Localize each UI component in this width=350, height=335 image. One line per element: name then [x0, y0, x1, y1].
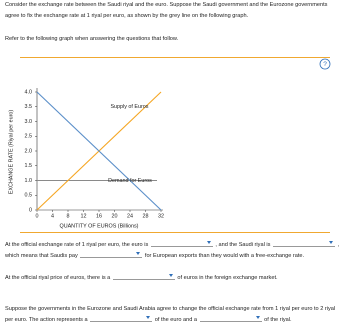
x-tick-label: 28 — [143, 213, 149, 219]
dropdown[interactable] — [80, 251, 143, 258]
question-2: At the official riyal price of euros, th… — [5, 273, 343, 284]
x-tick-label: 0 — [36, 213, 39, 219]
help-icon[interactable] — [319, 58, 331, 70]
x-axis-title: QUANTITY OF EUROS (Billions) — [60, 223, 139, 229]
question-text: At the official riyal price of euros, th… — [5, 275, 111, 281]
series-label: Supply of Euros — [110, 104, 148, 110]
question-text: of the riyal. — [264, 317, 292, 323]
question-text: for European exports than they would wit… — [144, 253, 305, 259]
y-axis-title: EXCHANGE RATE (Riyal per euro) — [8, 110, 14, 195]
y-tick-label: 1.5 — [25, 163, 33, 169]
y-tick-label: 0.5 — [25, 193, 33, 199]
y-tick-label: 0 — [29, 207, 32, 213]
y-tick-label: 4.0 — [25, 89, 33, 95]
question-3: Suppose the governments in the Eurozone … — [5, 304, 343, 326]
question-text: Suppose the governments in the Eurozone … — [5, 306, 336, 323]
x-tick-label: 4 — [51, 213, 54, 219]
y-tick-label: 3.0 — [25, 119, 33, 125]
question-text: , which means that Saudis pay — [5, 242, 340, 259]
dropdown[interactable] — [272, 240, 335, 247]
x-tick-label: 8 — [67, 213, 70, 219]
question-text: of euros in the foreign exchange market. — [177, 275, 278, 281]
question-text: , and the Saudi riyal is — [215, 242, 271, 248]
question-1: At the official exchange rate of 1 riyal… — [5, 240, 343, 262]
question-text: of the euro and a — [154, 317, 198, 323]
y-tick-label: 1.0 — [25, 178, 33, 184]
x-tick-label: 32 — [158, 213, 164, 219]
dropdown[interactable] — [90, 315, 153, 322]
x-tick-label: 16 — [96, 213, 102, 219]
x-tick-label: 24 — [127, 213, 133, 219]
dropdown[interactable] — [112, 273, 175, 280]
help-icon-glyph: ? — [323, 61, 327, 68]
x-tick-label: 20 — [112, 213, 118, 219]
y-tick-label: 3.5 — [25, 104, 33, 110]
intro: Consider the exchange rate between the S… — [5, 2, 328, 19]
series-label: Demand for Euros — [108, 178, 152, 184]
rule-bottom — [20, 232, 330, 233]
series-line — [36, 91, 162, 211]
dropdown[interactable] — [199, 315, 262, 322]
rule-top — [20, 57, 330, 58]
question-text: At the official exchange rate of 1 riyal… — [5, 242, 149, 248]
x-tick-label: 12 — [81, 213, 87, 219]
y-tick-label: 2.0 — [25, 148, 33, 154]
instruction: Refer to the following graph when answer… — [5, 36, 179, 42]
dropdown[interactable] — [150, 240, 213, 247]
y-tick-label: 2.5 — [25, 134, 33, 140]
